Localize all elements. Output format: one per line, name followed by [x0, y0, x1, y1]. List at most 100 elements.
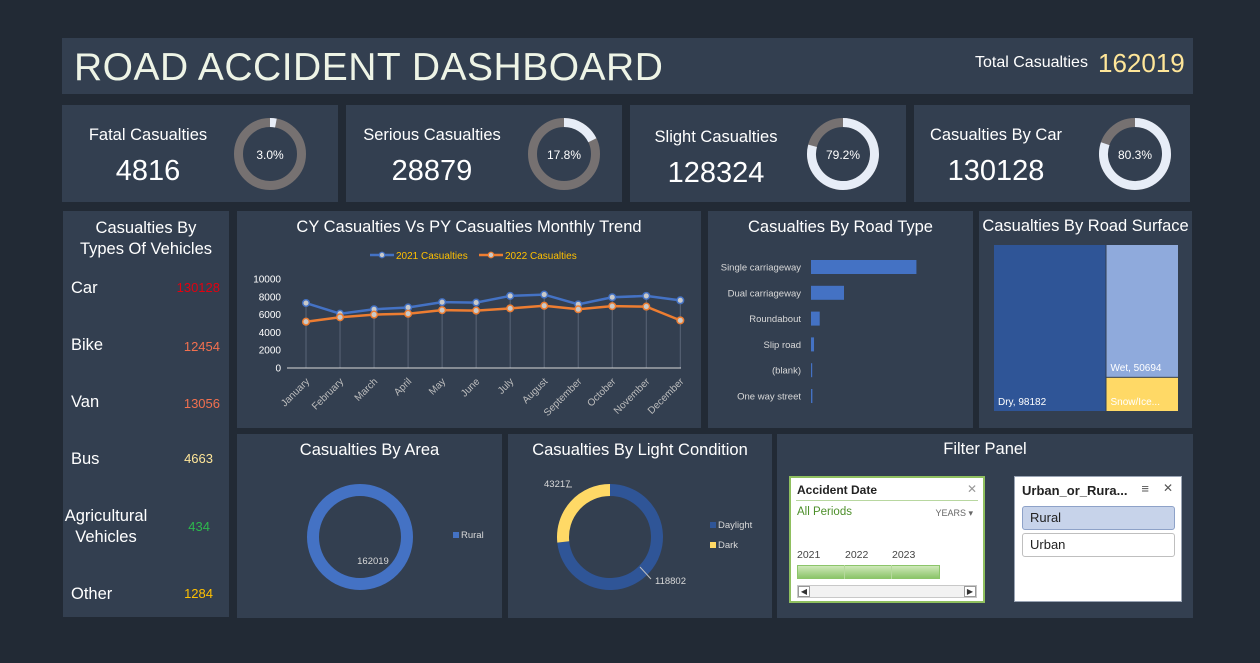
- data-point: [335, 313, 345, 322]
- vehicle-name-line2: Vehicles: [75, 528, 137, 546]
- accident-date-slicer[interactable]: Accident Date ✕ All Periods YEARS ▾ 2021…: [789, 476, 985, 603]
- treemap-label: Wet, 50694: [1111, 363, 1162, 374]
- data-point: [438, 306, 447, 315]
- vehicle-name: Bus: [71, 450, 100, 468]
- donut-slice-daylight: [557, 484, 663, 590]
- dashboard-header: ROAD ACCIDENT DASHBOARD Total Casualties…: [62, 38, 1193, 94]
- donut-fill: [807, 118, 879, 190]
- treemap-cell-snow: [1106, 377, 1178, 411]
- kpi-card-serious: Serious Casualties 28879 17.8%: [346, 105, 622, 202]
- time-level-label: YEARS: [935, 508, 966, 518]
- slicer-option-rural[interactable]: Rural: [1022, 506, 1175, 530]
- data-label: 118802: [655, 576, 686, 587]
- donut-slice-dark: [557, 484, 611, 543]
- treemap-cell-wet: [1106, 245, 1178, 377]
- series-line-2021: [305, 293, 681, 315]
- year-label-2022: 2022: [845, 549, 869, 561]
- road-type-label: Dual carriageway: [728, 288, 802, 299]
- data-point: [370, 310, 379, 319]
- legend-label: Dark: [718, 540, 738, 551]
- year-label-2023: 2023: [892, 549, 916, 561]
- x-tick-label: April: [392, 376, 414, 398]
- clear-filter-icon[interactable]: ✕: [1162, 481, 1173, 495]
- light-condition-chart: 118802 43217 Daylight Dark: [544, 479, 753, 590]
- area-slicer-header: Urban_or_Rura...: [1022, 483, 1128, 498]
- kpi-value: 28879: [391, 155, 473, 187]
- legend-label: Rural: [461, 530, 484, 541]
- road-type-panel: Casualties By Road Type Single carriagew…: [708, 211, 973, 428]
- legend-marker: [378, 251, 386, 259]
- legend-marker: [487, 251, 495, 259]
- vehicle-name-line1: Agricultural: [64, 507, 148, 525]
- year-label-2021: 2021: [797, 549, 821, 561]
- data-point: [642, 291, 651, 300]
- road-type-label: One way street: [737, 392, 801, 403]
- series-line-2022: [305, 304, 681, 323]
- kpi-value: 130128: [947, 155, 1045, 187]
- vehicle-panel-title: Casualties By Types Of Vehicles: [63, 218, 229, 260]
- light-condition-title: Casualties By Light Condition: [532, 441, 748, 459]
- vehicle-name: Bike: [71, 336, 104, 354]
- legend-swatch: [710, 542, 716, 548]
- kpi-value: 128324: [667, 157, 765, 189]
- data-point: [676, 316, 685, 325]
- multi-select-icon[interactable]: ≡: [1141, 481, 1149, 496]
- vehicle-types-panel: Casualties By Types Of Vehicles Car 1301…: [63, 211, 229, 617]
- kpi-donut: 3.0%: [234, 118, 306, 190]
- data-point: [301, 317, 311, 326]
- legend-label: Daylight: [718, 520, 753, 531]
- data-point: [438, 298, 447, 307]
- clear-filter-icon[interactable]: ✕: [966, 482, 977, 496]
- vehicle-name: Other: [71, 585, 113, 603]
- vehicle-title-line2: Types Of Vehicles: [79, 240, 213, 258]
- scroll-right-icon[interactable]: ▶: [964, 586, 976, 597]
- leader-line: [639, 566, 652, 580]
- page-title: ROAD ACCIDENT DASHBOARD: [74, 46, 664, 89]
- x-tick-label: January: [279, 376, 312, 409]
- all-periods-label: All Periods: [797, 506, 852, 518]
- scroll-left-icon[interactable]: ◀: [798, 586, 810, 597]
- road-type-bar: [811, 337, 815, 352]
- timeline-bar[interactable]: [797, 565, 940, 579]
- vehicle-name: Car: [71, 279, 98, 297]
- filter-panel: Filter Panel Accident Date ✕ All Periods…: [777, 434, 1193, 618]
- timeline-divider: [844, 565, 845, 579]
- legend-swatch: [710, 522, 716, 528]
- kpi-card-car: Casualties By Car 130128 80.3%: [914, 105, 1190, 202]
- road-surface-title: Casualties By Road Surface: [982, 217, 1189, 235]
- donut-fill: [269, 118, 277, 128]
- treemap-label: Snow/Ice...: [1111, 397, 1160, 408]
- road-type-label: Single carriageway: [721, 263, 802, 274]
- x-tick-label: October: [585, 376, 618, 409]
- data-label: 162019: [357, 556, 389, 567]
- kpi-donut: 80.3%: [1099, 118, 1171, 190]
- y-tick-label: 2000: [259, 346, 282, 357]
- donut-slice-rural: [307, 484, 413, 590]
- road-surface-panel: Casualties By Road Surface Dry, 98182 Wet…: [979, 211, 1192, 428]
- date-slicer-header: Accident Date: [797, 483, 878, 497]
- data-point: [301, 298, 311, 308]
- urban-rural-slicer[interactable]: Urban_or_Rura... ≡ ✕ Rural Urban: [1014, 476, 1182, 602]
- road-type-bar: [811, 363, 813, 378]
- data-point: [574, 305, 583, 314]
- kpi-value: 4816: [115, 155, 181, 187]
- slicer-option-urban[interactable]: Urban: [1022, 533, 1175, 557]
- time-level-dropdown[interactable]: YEARS ▾: [935, 508, 973, 519]
- donut-percent-label: 80.3%: [1118, 148, 1152, 162]
- road-type-label: Slip road: [764, 340, 802, 351]
- area-title: Casualties By Area: [299, 441, 440, 459]
- vehicle-value: 13056: [183, 396, 220, 411]
- kpi-donut: 79.2%: [807, 118, 879, 190]
- data-point: [506, 291, 515, 300]
- vehicle-value: 4663: [184, 451, 213, 466]
- road-type-label: (blank): [772, 366, 801, 377]
- timeline-scrollbar[interactable]: ◀ ▶: [797, 585, 977, 598]
- vehicle-value: 130128: [176, 280, 220, 295]
- vehicle-name: Agricultural Vehicles: [63, 506, 149, 548]
- x-tick-label: August: [521, 376, 551, 406]
- vehicle-value: 434: [188, 519, 210, 534]
- x-tick-label: May: [427, 376, 448, 397]
- donut-fill: [1099, 118, 1171, 190]
- x-tick-label: March: [353, 376, 380, 403]
